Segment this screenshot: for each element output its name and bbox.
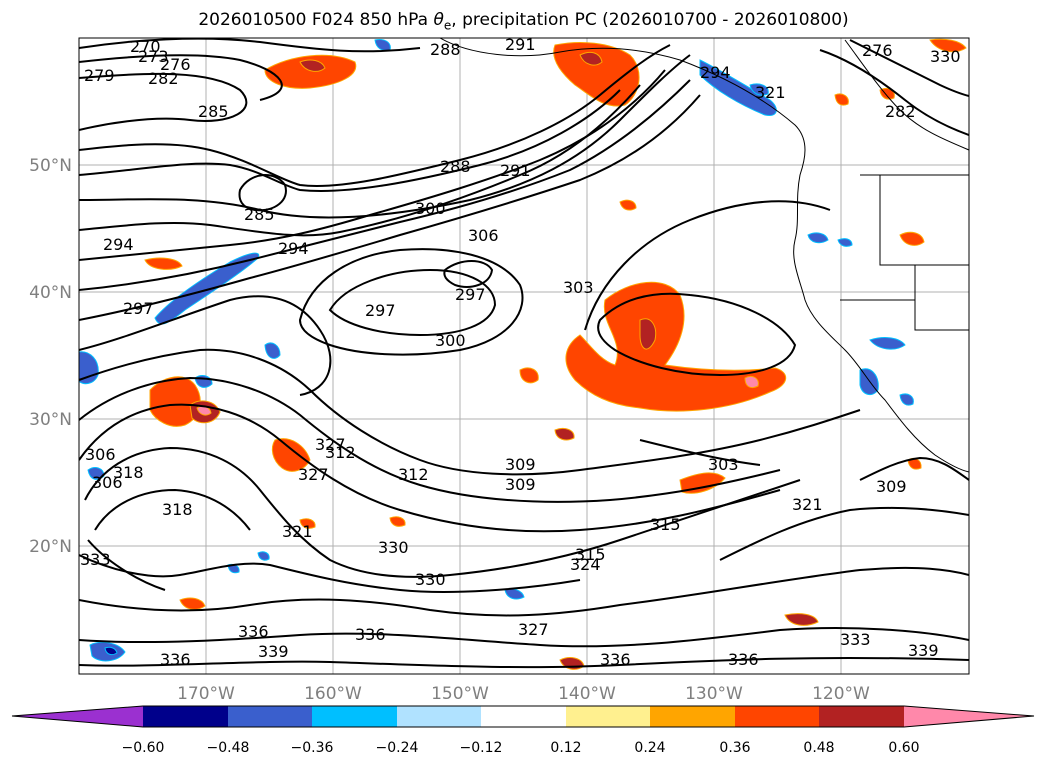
lon-label-170w: 170°W	[177, 684, 235, 704]
contour-label: 282	[885, 102, 916, 121]
theta-e-contours	[79, 38, 969, 669]
map-frame	[78, 37, 970, 675]
contour-label: 330	[378, 538, 409, 557]
contour-label: 330	[930, 47, 961, 66]
colorbar-segment	[566, 706, 650, 727]
contour-label: 297	[365, 301, 396, 320]
contour-label: 285	[244, 205, 275, 224]
colorbar-outline	[11, 705, 1035, 728]
colorbar-tick: 0.60	[888, 740, 919, 756]
lat-labels: 50°N 40°N 30°N 20°N	[29, 156, 72, 557]
colorbar-extend-max	[904, 706, 1034, 727]
contour-label: 327	[298, 465, 329, 484]
map-title: 2026010500 F024 850 hPa θe, precipitatio…	[198, 10, 849, 33]
contour-label: 339	[258, 642, 289, 661]
colorbar-segment	[397, 706, 481, 727]
lon-label-160w: 160°W	[304, 684, 362, 704]
contour-label: 312	[398, 465, 429, 484]
contour-label: 309	[876, 477, 907, 496]
contour-label: 300	[435, 331, 466, 350]
lon-label-140w: 140°W	[558, 684, 616, 704]
contour-label: 339	[908, 641, 939, 660]
contour-label: 282	[148, 69, 179, 88]
contour-label: 324	[570, 555, 601, 574]
lat-label-20n: 20°N	[29, 537, 72, 557]
contour-label: 306	[92, 473, 123, 492]
colorbar-tick: 0.36	[719, 740, 750, 756]
contour-label: 321	[755, 83, 786, 102]
contour-label: 312	[325, 443, 356, 462]
lon-labels: 170°W 160°W 150°W 140°W 130°W 120°W	[177, 684, 870, 704]
contour-label: 297	[123, 299, 154, 318]
contour-labels: 270 273 276 279 282 285 288 291 294 297 …	[80, 35, 961, 669]
gridlines	[79, 38, 969, 674]
contour-label: 294	[700, 63, 731, 82]
contour-label: 291	[500, 161, 531, 180]
contour-label: 321	[792, 495, 823, 514]
contour-label: 333	[840, 630, 871, 649]
lon-label-130w: 130°W	[685, 684, 743, 704]
coastlines	[439, 38, 969, 473]
contour-label: 318	[113, 463, 144, 482]
contour-label: 309	[505, 475, 536, 494]
colorbar-extend-min	[12, 706, 143, 727]
contour-label: 273	[138, 47, 169, 66]
colorbar-segment	[650, 706, 735, 727]
map-content: 270 273 276 279 282 285 288 291 294 297 …	[79, 35, 969, 674]
lon-label-120w: 120°W	[812, 684, 870, 704]
contour-label: 336	[160, 650, 191, 669]
colorbar: −0.60 −0.48 −0.36 −0.24 −0.12 0.12 0.24 …	[11, 705, 1035, 756]
contour-label: 288	[430, 40, 461, 59]
contour-label: 336	[238, 622, 269, 641]
colorbar-segment	[735, 706, 819, 727]
contour-label: 288	[440, 157, 471, 176]
colorbar-tick: −0.24	[376, 740, 419, 756]
contour-label: 285	[198, 102, 229, 121]
colorbar-tick: −0.12	[460, 740, 503, 756]
colorbar-tick: 0.24	[634, 740, 665, 756]
contour-label: 306	[85, 445, 116, 464]
contour-label: 291	[505, 35, 536, 54]
colorbar-tick: −0.36	[291, 740, 334, 756]
contour-label: 327	[315, 435, 346, 454]
contour-label: 297	[455, 285, 486, 304]
map-frame-bg	[79, 38, 969, 674]
contour-label: 294	[278, 239, 309, 258]
contour-label: 294	[103, 235, 134, 254]
lat-label-50n: 50°N	[29, 156, 72, 176]
colorbar-tick: 0.48	[803, 740, 834, 756]
contour-label: 279	[84, 66, 115, 85]
contour-label: 315	[575, 545, 606, 564]
contour-label: 327	[518, 620, 549, 639]
contour-label: 333	[80, 550, 111, 569]
contour-label: 336	[355, 625, 386, 644]
colorbar-segment	[143, 706, 228, 727]
colorbar-tick: 0.12	[550, 740, 581, 756]
contour-label: 315	[650, 515, 681, 534]
contour-label: 300	[415, 199, 446, 218]
contour-label: 336	[600, 650, 631, 669]
colorbar-tick: −0.48	[207, 740, 250, 756]
contour-label: 306	[468, 226, 499, 245]
lon-label-150w: 150°W	[431, 684, 489, 704]
contour-label: 309	[505, 455, 536, 474]
lat-label-30n: 30°N	[29, 410, 72, 430]
colorbar-tick: −0.60	[122, 740, 165, 756]
colorbar-segment	[481, 706, 566, 727]
contour-label: 321	[282, 522, 313, 541]
contour-label: 318	[162, 500, 193, 519]
contour-label: 270	[130, 37, 161, 56]
colorbar-segment	[819, 706, 904, 727]
contour-label: 330	[415, 570, 446, 589]
lat-label-40n: 40°N	[29, 283, 72, 303]
contour-label: 303	[708, 455, 739, 474]
contour-label: 276	[862, 41, 893, 60]
colorbar-segment	[228, 706, 312, 727]
contour-label: 336	[728, 650, 759, 669]
contour-label: 276	[160, 55, 191, 74]
contour-label: 303	[563, 278, 594, 297]
colorbar-segment	[312, 706, 397, 727]
